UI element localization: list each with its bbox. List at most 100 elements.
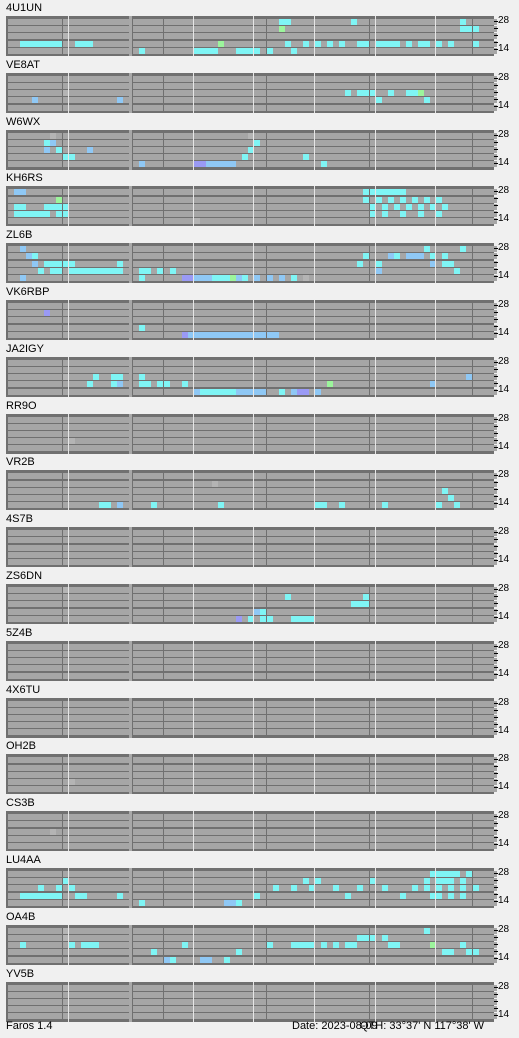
empty-cell <box>248 139 254 146</box>
empty-cell <box>430 210 436 217</box>
empty-cell <box>309 154 315 161</box>
empty-cell <box>182 75 188 82</box>
empty-cell <box>75 26 81 33</box>
empty-cell <box>56 253 62 260</box>
beacon-grid[interactable] <box>6 16 497 56</box>
empty-cell <box>491 104 497 111</box>
beacon-grid[interactable] <box>6 72 497 113</box>
signal-cell <box>63 210 69 217</box>
empty-cell <box>151 90 157 97</box>
empty-cell <box>188 104 194 111</box>
signal-cell <box>473 40 479 47</box>
empty-cell <box>260 430 266 437</box>
empty-cell <box>460 210 466 217</box>
empty-cell <box>56 26 62 33</box>
empty-cell <box>321 210 327 217</box>
empty-cell <box>279 189 285 196</box>
empty-cell <box>357 75 363 82</box>
empty-cell <box>123 139 129 146</box>
beacon-grid[interactable] <box>6 640 497 681</box>
empty-cell <box>442 47 448 54</box>
empty-cell <box>370 132 376 139</box>
empty-cell <box>151 154 157 161</box>
empty-cell <box>99 47 105 54</box>
empty-cell <box>56 672 62 679</box>
empty-cell <box>460 75 466 82</box>
beacon-grid[interactable] <box>6 413 497 454</box>
empty-cell <box>254 104 260 111</box>
empty-cell <box>56 218 62 225</box>
empty-cell <box>56 189 62 196</box>
signal-cell <box>50 40 56 47</box>
empty-cell <box>491 189 497 196</box>
empty-cell <box>139 210 145 217</box>
empty-cell <box>297 189 303 196</box>
beacon-grid[interactable] <box>6 584 497 624</box>
empty-cell <box>260 218 266 225</box>
empty-cell <box>111 196 117 203</box>
empty-cell <box>133 97 139 104</box>
empty-cell <box>485 210 491 217</box>
empty-cell <box>38 161 44 168</box>
empty-cell <box>157 537 163 544</box>
empty-cell <box>164 75 170 82</box>
signal-cell <box>382 40 388 47</box>
empty-cell <box>448 210 454 217</box>
empty-cell <box>436 104 442 111</box>
signal-cell <box>363 196 369 203</box>
empty-cell <box>424 154 430 161</box>
empty-cell <box>273 82 279 89</box>
empty-cell <box>479 132 485 139</box>
beacon-grid[interactable] <box>6 356 497 397</box>
empty-cell <box>442 33 448 40</box>
empty-cell <box>157 551 163 558</box>
empty-cell <box>321 90 327 97</box>
empty-cell <box>260 267 266 274</box>
empty-cell <box>123 210 129 217</box>
empty-cell <box>267 40 273 47</box>
empty-cell <box>32 189 38 196</box>
empty-cell <box>260 324 266 331</box>
beacon-grid[interactable] <box>6 470 497 511</box>
empty-cell <box>303 47 309 54</box>
empty-cell <box>44 19 50 25</box>
beacon-grid[interactable] <box>6 300 497 340</box>
beacon-grid[interactable] <box>6 527 497 568</box>
beacon-grid[interactable] <box>6 243 497 284</box>
day-separator <box>129 470 132 511</box>
empty-cell <box>260 47 266 54</box>
empty-cell <box>236 161 242 168</box>
hour-line <box>253 470 254 511</box>
empty-cell <box>345 82 351 89</box>
empty-cell <box>63 47 69 54</box>
empty-cell <box>315 104 321 111</box>
empty-cell <box>485 132 491 139</box>
empty-cell <box>382 90 388 97</box>
empty-cell <box>206 33 212 40</box>
empty-cell <box>151 161 157 168</box>
empty-cell <box>315 90 321 97</box>
empty-cell <box>87 47 93 54</box>
empty-cell <box>273 33 279 40</box>
empty-cell <box>75 189 81 196</box>
empty-cell <box>56 658 62 665</box>
empty-cell <box>206 26 212 33</box>
empty-cell <box>321 75 327 82</box>
empty-cell <box>139 97 145 104</box>
empty-cell <box>267 139 273 146</box>
empty-cell <box>139 19 145 25</box>
empty-cell <box>111 26 117 33</box>
empty-cell <box>87 203 93 210</box>
band-tick <box>494 432 498 434</box>
empty-cell <box>157 416 163 423</box>
empty-cell <box>376 90 382 97</box>
empty-cell <box>87 132 93 139</box>
hour-line <box>375 640 376 681</box>
beacon-grid[interactable] <box>6 129 497 170</box>
signal-cell <box>430 203 436 210</box>
beacon-grid[interactable] <box>6 186 497 227</box>
empty-cell <box>376 104 382 111</box>
empty-cell <box>81 161 87 168</box>
band-tick <box>494 219 498 221</box>
signal-cell <box>248 132 254 139</box>
